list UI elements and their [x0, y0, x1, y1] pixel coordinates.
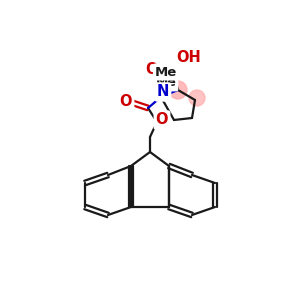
Text: OH: OH — [177, 50, 201, 64]
Text: O: O — [120, 94, 132, 109]
Circle shape — [169, 81, 187, 99]
Text: O: O — [156, 112, 168, 128]
Text: Me: Me — [155, 65, 177, 79]
Circle shape — [189, 90, 205, 106]
Text: O: O — [145, 62, 157, 77]
Text: N: N — [157, 85, 169, 100]
Text: Me: Me — [156, 76, 176, 89]
